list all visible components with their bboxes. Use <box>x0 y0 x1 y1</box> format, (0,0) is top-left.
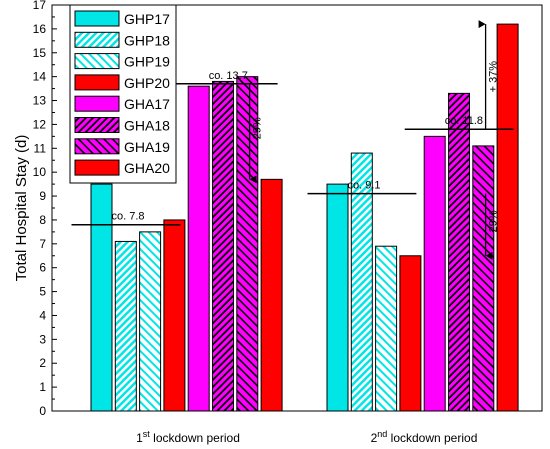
bar-ghp20-cat2 <box>399 255 422 412</box>
x-category-suffix: lockdown period <box>387 431 477 445</box>
svg-text:1st lockdown period: 1st lockdown period <box>136 429 240 445</box>
annotations: co. 7.8 co. 13.7 co. 9.1 co. 11.8 - 29% - 29%… <box>71 20 514 260</box>
y-tick-label: 15 <box>33 46 47 60</box>
bars <box>90 23 519 412</box>
legend-swatch <box>74 95 120 112</box>
x-category-label: 1 <box>136 431 143 445</box>
y-tick-label: 14 <box>33 70 47 84</box>
y-tick-label: 6 <box>39 261 46 275</box>
y-tick-label: 9 <box>39 189 46 203</box>
legend-swatch <box>74 53 120 70</box>
y-tick-label: 3 <box>39 332 46 346</box>
reference-label: co. 11.8 <box>445 115 483 127</box>
x-category-1: 2nd lockdown period <box>371 429 478 445</box>
legend-label: GHP20 <box>124 75 170 91</box>
change-label: - 29% <box>488 210 500 239</box>
legend-swatch <box>74 138 120 155</box>
legend-swatch <box>74 74 120 91</box>
reference-label: co. 7.8 <box>112 211 145 223</box>
bar-ghp18-cat1 <box>114 240 137 412</box>
legend-label: GHP18 <box>124 32 170 48</box>
y-tick-label: 0 <box>39 404 46 418</box>
x-category-sup: st <box>143 429 151 439</box>
bar-gha20-cat2 <box>496 23 519 412</box>
bar-ghp19-cat2 <box>375 245 398 412</box>
bar-gha17-cat1 <box>187 85 210 412</box>
bar-gha18-cat1 <box>212 80 234 412</box>
bar-gha19-cat2 <box>472 145 495 412</box>
y-tick-label: 8 <box>39 213 46 227</box>
bar-gha17-cat2 <box>423 135 446 412</box>
y-tick-label: 10 <box>33 165 47 179</box>
bar-ghp18-cat2 <box>350 152 373 412</box>
y-tick-label: 2 <box>39 356 46 370</box>
bar-ghp17-cat2 <box>326 183 349 412</box>
bar-ghp19-cat1 <box>139 231 162 412</box>
legend-swatch <box>74 117 120 133</box>
legend-swatch <box>74 10 120 27</box>
legend-swatch <box>74 159 120 176</box>
x-category-sup: nd <box>377 429 387 439</box>
bar-gha20-cat1 <box>260 178 283 412</box>
bar-ghp20-cat1 <box>163 219 186 412</box>
reference-label: co. 13.7 <box>209 70 248 82</box>
legend: GHP17 GHP18 GHP19 GHP20 GHA17 GHA18 GHA19 GHA20 <box>69 4 177 184</box>
change-label: - 29% <box>252 117 264 146</box>
legend-label: GHP17 <box>124 11 170 27</box>
legend-swatch <box>74 31 120 48</box>
y-tick-label: 13 <box>33 94 47 108</box>
y-tick-label: 12 <box>33 117 47 131</box>
legend-label: GHA19 <box>124 139 170 155</box>
legend-label: GHP19 <box>124 54 170 70</box>
bar-ghp17-cat1 <box>90 183 113 412</box>
y-tick-label: 1 <box>39 380 46 394</box>
x-category-0: 1st lockdown period <box>136 429 240 445</box>
legend-label: GHA17 <box>124 96 170 112</box>
y-tick-label: 17 <box>33 0 47 12</box>
y-tick-label: 4 <box>39 308 46 322</box>
legend-label: GHA18 <box>124 118 170 134</box>
change-label: + 37% <box>488 61 500 93</box>
y-tick-label: 11 <box>34 141 47 155</box>
x-category-suffix: lockdown period <box>150 431 240 445</box>
y-tick-label: 5 <box>39 285 46 299</box>
legend-label: GHA20 <box>124 160 170 176</box>
y-tick-label: 7 <box>39 237 46 251</box>
x-category-label: 2 <box>371 431 378 445</box>
svg-text:2nd lockdown period: 2nd lockdown period <box>371 429 478 445</box>
reference-label: co. 9.1 <box>348 180 381 192</box>
bar-gha18-cat2 <box>448 92 470 412</box>
y-axis-label: Total Hospital Stay (d) <box>13 135 30 282</box>
y-tick-label: 16 <box>33 22 47 36</box>
